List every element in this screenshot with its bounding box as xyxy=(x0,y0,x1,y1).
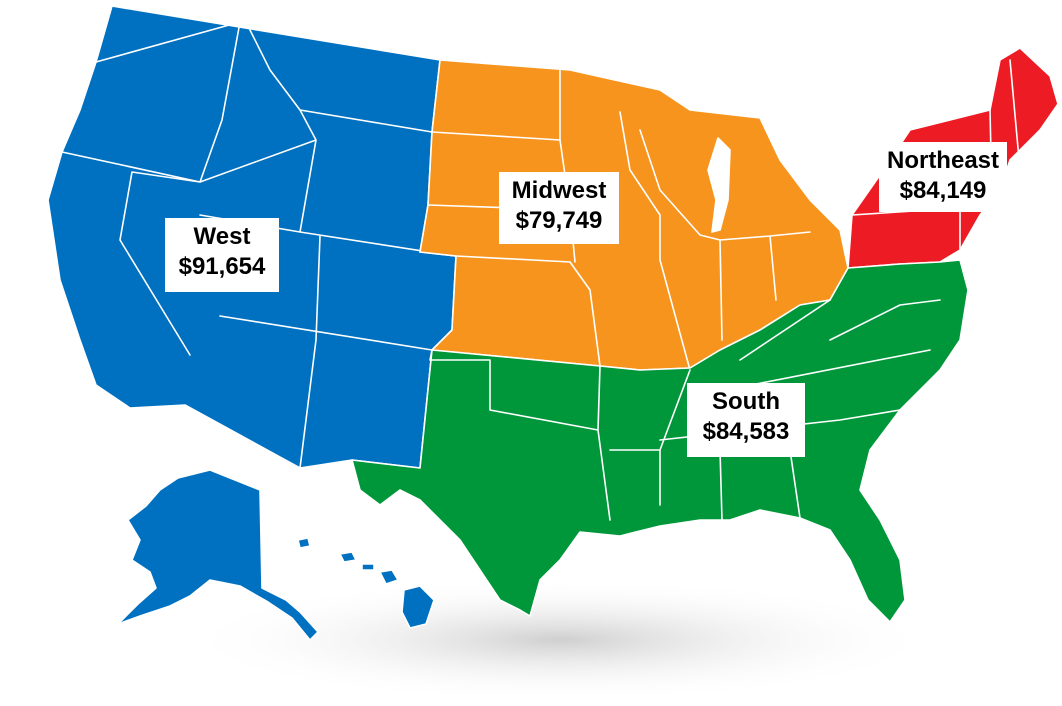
label-west: West $91,654 xyxy=(165,218,279,292)
hawaii-kauai xyxy=(297,537,311,549)
lake-michigan xyxy=(707,137,731,233)
label-south-value: $84,583 xyxy=(702,418,790,445)
label-midwest-value: $79,749 xyxy=(515,207,603,234)
hawaii-oahu xyxy=(339,551,357,563)
map-shadow xyxy=(180,578,940,702)
label-midwest: Midwest $79,749 xyxy=(499,172,619,244)
south-state-borders xyxy=(429,299,941,521)
hawaii-big-island xyxy=(401,585,435,629)
south-region-shape xyxy=(351,259,969,623)
label-midwest-name: Midwest xyxy=(511,177,607,204)
region-west xyxy=(47,5,457,641)
label-south: South $84,583 xyxy=(687,383,805,457)
alaska-shape xyxy=(117,469,319,641)
label-south-name: South xyxy=(712,388,780,415)
region-midwest xyxy=(419,59,849,371)
region-south xyxy=(351,259,969,623)
label-northeast-value: $84,149 xyxy=(899,177,987,204)
label-northeast: Northeast $84,149 xyxy=(879,142,1007,212)
label-west-value: $91,654 xyxy=(178,253,266,280)
hawaii-molokai xyxy=(361,563,375,571)
west-state-borders xyxy=(61,21,456,469)
label-west-name: West xyxy=(193,223,251,250)
hawaii-maui xyxy=(379,569,399,585)
label-northeast-name: Northeast xyxy=(886,147,1000,174)
